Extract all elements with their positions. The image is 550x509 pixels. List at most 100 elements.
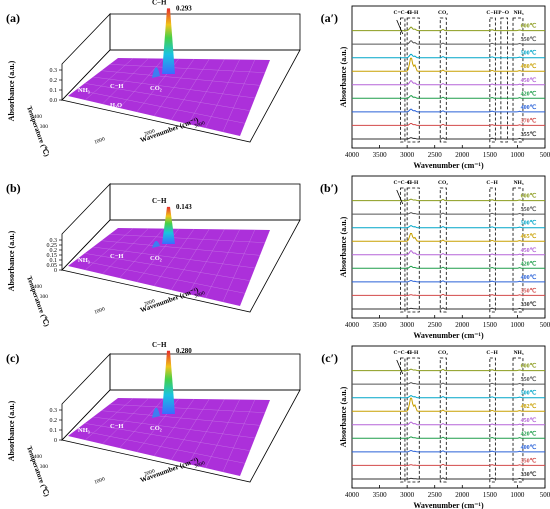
back-wall xyxy=(109,353,301,391)
x-tick-label: 500 xyxy=(540,491,550,499)
x-tick-label: 2000 xyxy=(143,298,156,307)
x-axis-label: Wavenumber (cm⁻¹) xyxy=(413,161,484,170)
peak-label: C−H xyxy=(152,197,167,205)
band-region xyxy=(406,187,420,313)
panel-3d-1: (b) 0.30.250.20.150.10.050 Absorbance (a.u… xyxy=(6,181,301,328)
series-label: 370℃ xyxy=(521,117,537,124)
spectrum-line xyxy=(352,57,545,72)
surface-grid xyxy=(84,423,251,451)
ch-shoulder xyxy=(152,240,160,248)
panel-2d-1: (b′) 4000 3500 3000 2500 2000 1500 1000 500 Waven… xyxy=(320,175,550,340)
series-label: 330℃ xyxy=(521,301,537,308)
series-label: 500℃ xyxy=(521,50,537,57)
band-label: C−H xyxy=(486,350,498,356)
x-tick-label: 3000 xyxy=(193,120,206,129)
series-label: 355℃ xyxy=(521,131,537,138)
series-label: 600℃ xyxy=(521,193,537,200)
series-label: 420℃ xyxy=(521,430,537,437)
panel-label: (a) xyxy=(6,11,20,25)
z-tick-label: 0.2 xyxy=(50,78,58,84)
y-tick-label: 300 xyxy=(40,294,49,300)
spectrum-line xyxy=(352,280,545,283)
band-region xyxy=(439,357,447,483)
spectrum-line xyxy=(352,436,545,439)
series-label: 465℃ xyxy=(521,233,537,240)
band-label: CO₂ xyxy=(438,180,448,186)
band-region xyxy=(439,187,447,313)
band-region xyxy=(512,17,524,143)
spectrum-line xyxy=(352,294,545,296)
back-wall xyxy=(109,183,301,221)
peak-value: 0.293 xyxy=(176,4,192,12)
z-tick-label: 0.25 xyxy=(47,243,58,249)
panel-label: (c) xyxy=(6,351,19,365)
surface-grid xyxy=(76,429,246,464)
spectrum-line xyxy=(352,225,545,229)
band-region xyxy=(512,187,524,313)
spectrum-line xyxy=(352,95,545,99)
band-region xyxy=(500,17,508,143)
series-label: 500℃ xyxy=(521,220,537,227)
x-tick-label: 2000 xyxy=(143,468,156,477)
band-label: NH₃ xyxy=(514,10,524,16)
surface-annotation: H₂O xyxy=(110,102,122,109)
annotation-arrow xyxy=(396,189,404,205)
surface-annotation: CO₂ xyxy=(150,85,162,92)
y-axis-label: Temperature (℃) xyxy=(25,275,51,328)
z-tick-label: 0.0 xyxy=(50,98,58,104)
x-tick-label: 500 xyxy=(540,321,550,329)
panel-label: (c′) xyxy=(321,351,338,365)
x-tick-label: 1000 xyxy=(93,306,106,315)
band-label: NH₃ xyxy=(514,350,524,356)
y-tick-label: 400 xyxy=(34,454,43,460)
surface-grid xyxy=(92,76,256,99)
x-axis-label: Wavenumber (cm⁻¹) xyxy=(413,501,484,509)
panel-label: (b′) xyxy=(320,181,338,195)
surface-sheet xyxy=(68,398,270,476)
z-tick-label: 0.2 xyxy=(50,418,58,424)
spectrum-line xyxy=(352,250,545,256)
surface-annotation: C−H xyxy=(110,83,123,90)
y-axis-label: Temperature (℃) xyxy=(25,445,51,498)
surface-grid xyxy=(84,83,251,111)
x-tick-label: 1000 xyxy=(93,476,106,485)
plot-frame xyxy=(351,5,546,149)
x-tick-label: 2000 xyxy=(455,321,470,329)
series-label: 600℃ xyxy=(521,23,537,30)
band-region xyxy=(489,357,496,483)
series-label: 450℃ xyxy=(521,417,537,424)
spectrum-line xyxy=(352,397,545,412)
surface-grid xyxy=(101,240,261,256)
ch-peak xyxy=(162,8,175,74)
x-tick-label: 1000 xyxy=(93,136,106,145)
ch-shoulder xyxy=(152,407,160,418)
ch-peak xyxy=(162,206,175,244)
series-label: 350℃ xyxy=(521,287,537,294)
band-region xyxy=(406,17,420,143)
z-tick-label: 0.3 xyxy=(50,68,58,74)
band-region xyxy=(400,357,406,483)
series-label: 550℃ xyxy=(521,206,537,213)
surface-grid xyxy=(101,70,261,86)
panel-label: (b) xyxy=(6,181,21,195)
floor-outline xyxy=(61,49,301,143)
annotation-arrow xyxy=(396,359,404,375)
band-region xyxy=(406,357,420,483)
x-tick-label: 3500 xyxy=(373,491,388,499)
surface-annotation: C−H xyxy=(110,423,123,430)
x-tick-label: 3000 xyxy=(400,491,415,499)
series-label: 350℃ xyxy=(521,457,537,464)
surface-annotation: NH₃ xyxy=(78,427,90,434)
series-label: 400℃ xyxy=(521,104,537,111)
surface-annotation: C−H xyxy=(110,253,123,260)
y-tick-label: 300 xyxy=(40,124,49,130)
z-axis-label: Absorbance (a.u.) xyxy=(7,230,16,291)
surface-grid xyxy=(92,416,256,439)
annotation-arrow xyxy=(396,19,404,35)
panel-2d-0: (a′) 4000 3500 3000 2500 2000 1500 1000 500 Waven… xyxy=(321,5,550,170)
surface-annotation: NH₃ xyxy=(78,257,90,264)
z-tick-label: 0.15 xyxy=(47,253,58,259)
spectrum-line xyxy=(352,53,545,59)
x-tick-label: 4000 xyxy=(345,491,360,499)
x-tick-label: 1500 xyxy=(483,491,498,499)
